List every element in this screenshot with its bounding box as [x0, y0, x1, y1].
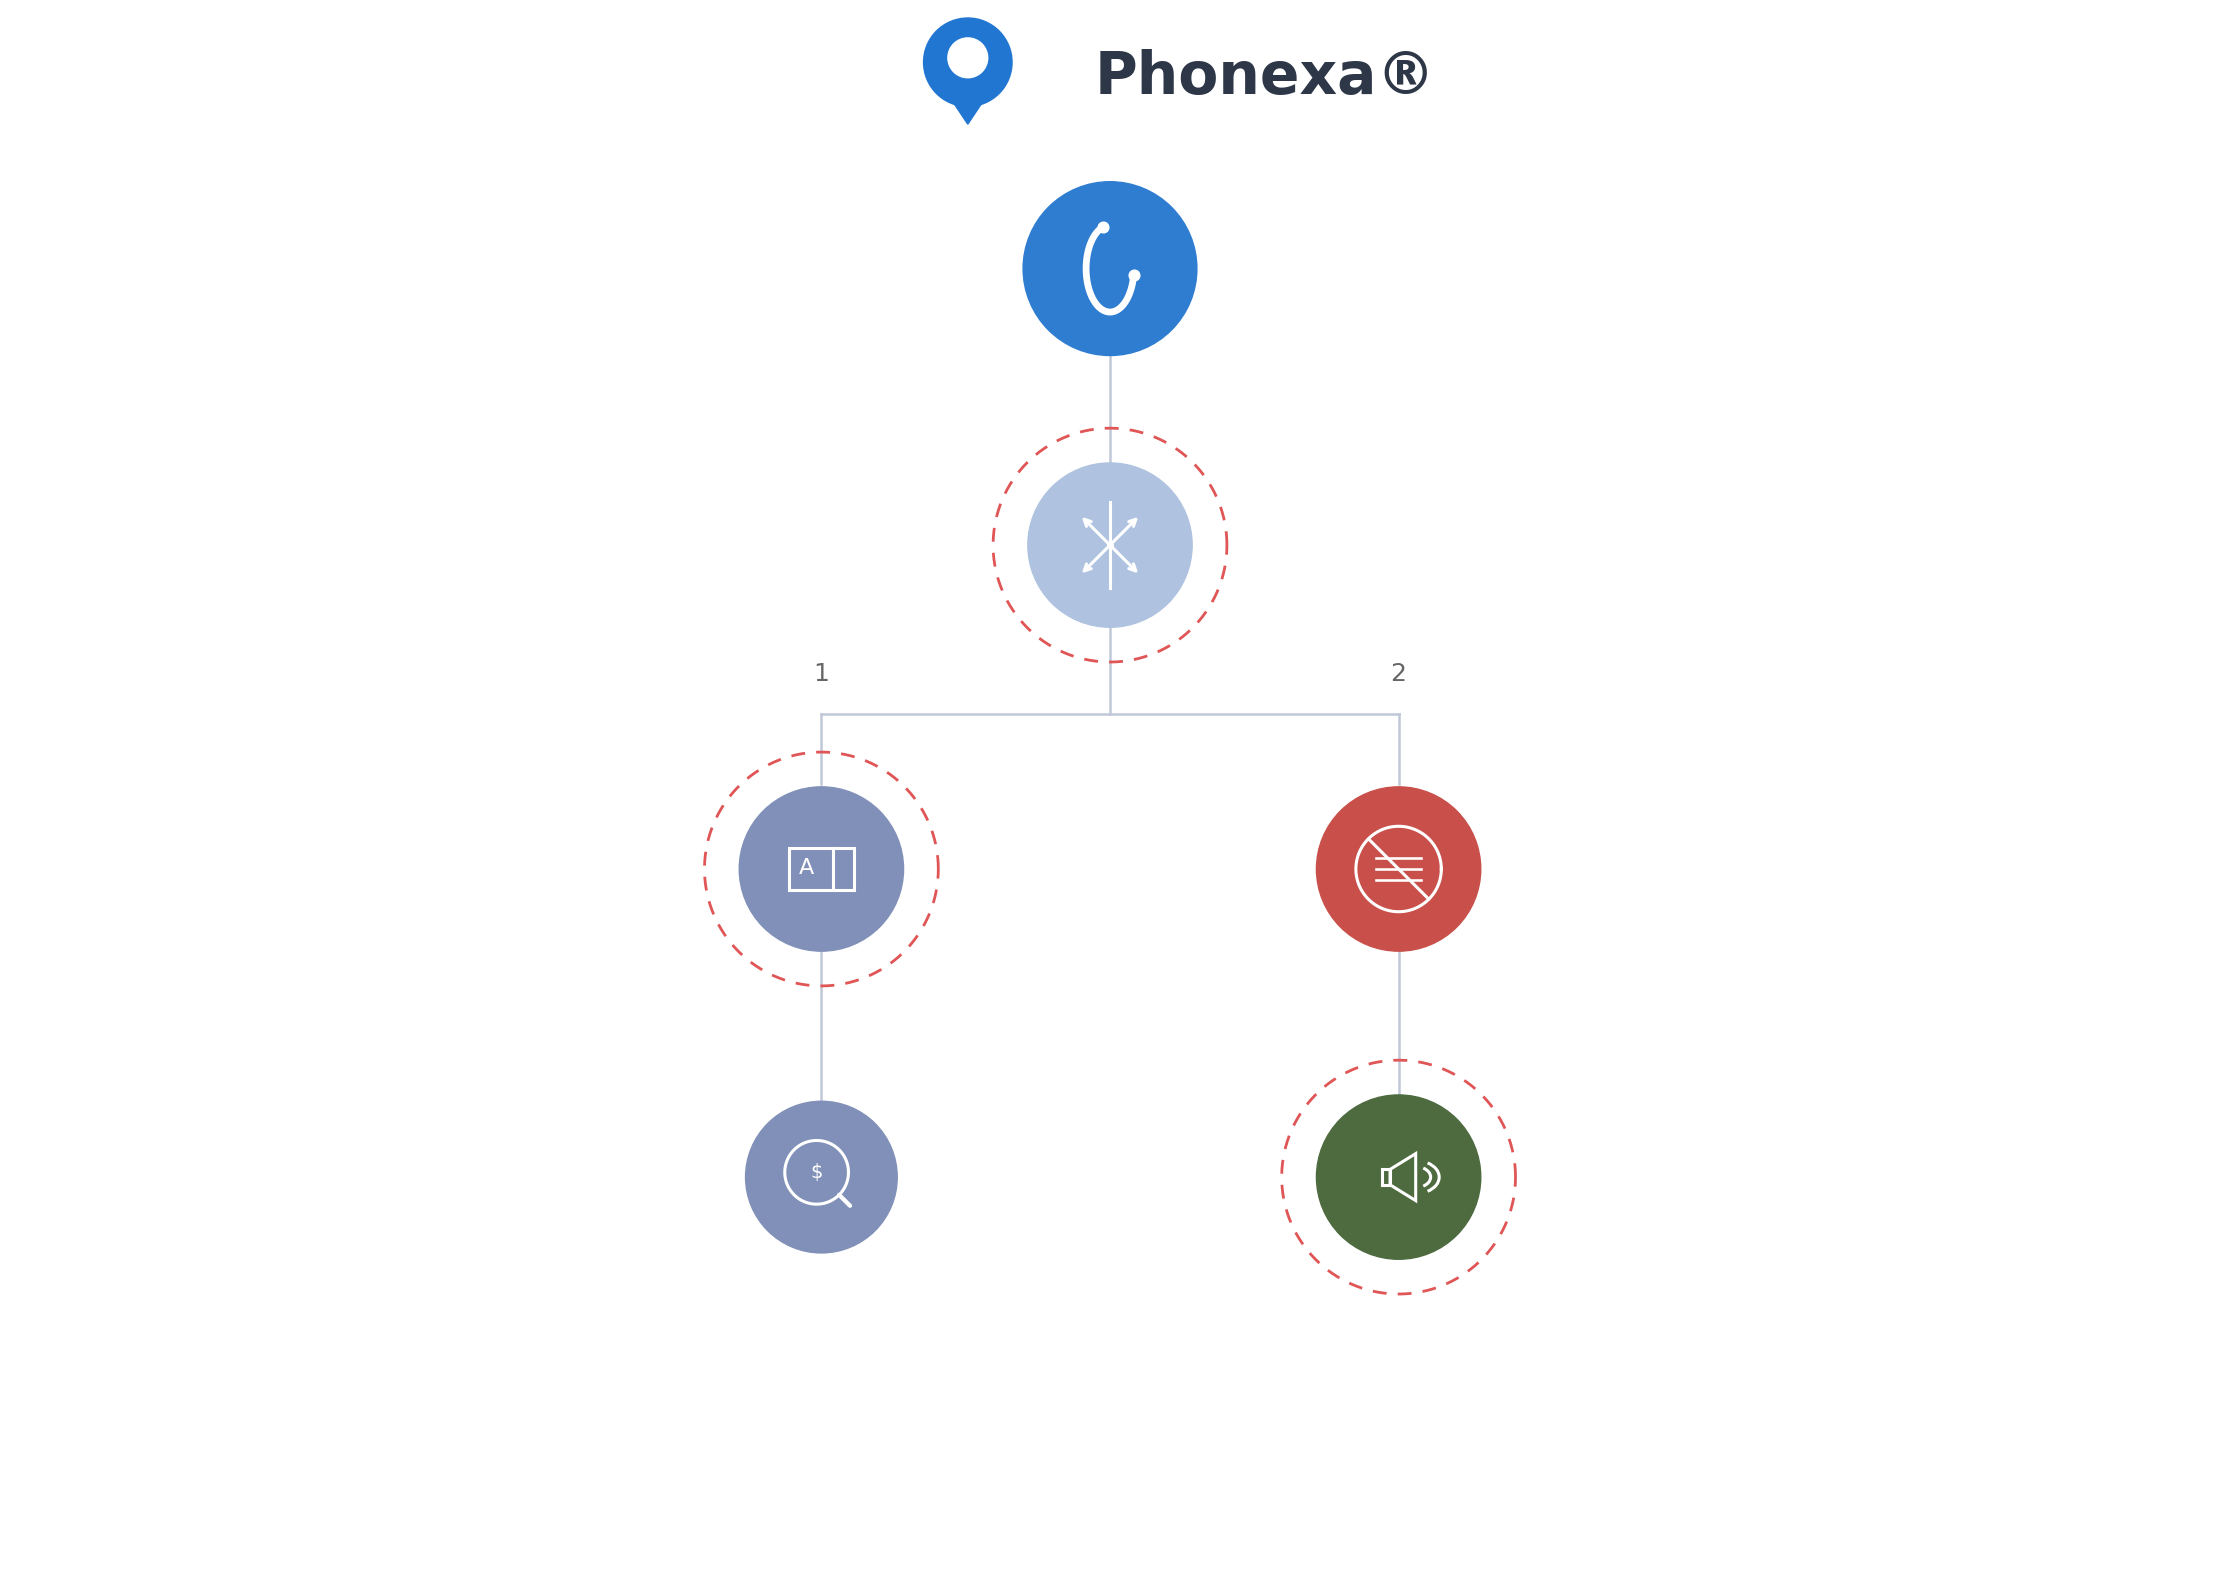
Bar	[1383, 1169, 1390, 1185]
Polygon shape	[941, 84, 995, 125]
Circle shape	[1316, 787, 1481, 951]
Text: Phonexa®: Phonexa®	[1094, 49, 1434, 106]
Circle shape	[948, 38, 988, 77]
Circle shape	[1023, 182, 1197, 356]
Circle shape	[739, 787, 904, 951]
Text: A: A	[799, 858, 815, 878]
Circle shape	[1316, 1095, 1481, 1259]
Circle shape	[924, 17, 1012, 106]
Circle shape	[1028, 463, 1192, 627]
Text: $: $	[810, 1163, 824, 1182]
Text: 2: 2	[1390, 662, 1407, 686]
Bar	[788, 847, 855, 891]
Circle shape	[746, 1101, 897, 1253]
Text: 1: 1	[813, 662, 830, 686]
